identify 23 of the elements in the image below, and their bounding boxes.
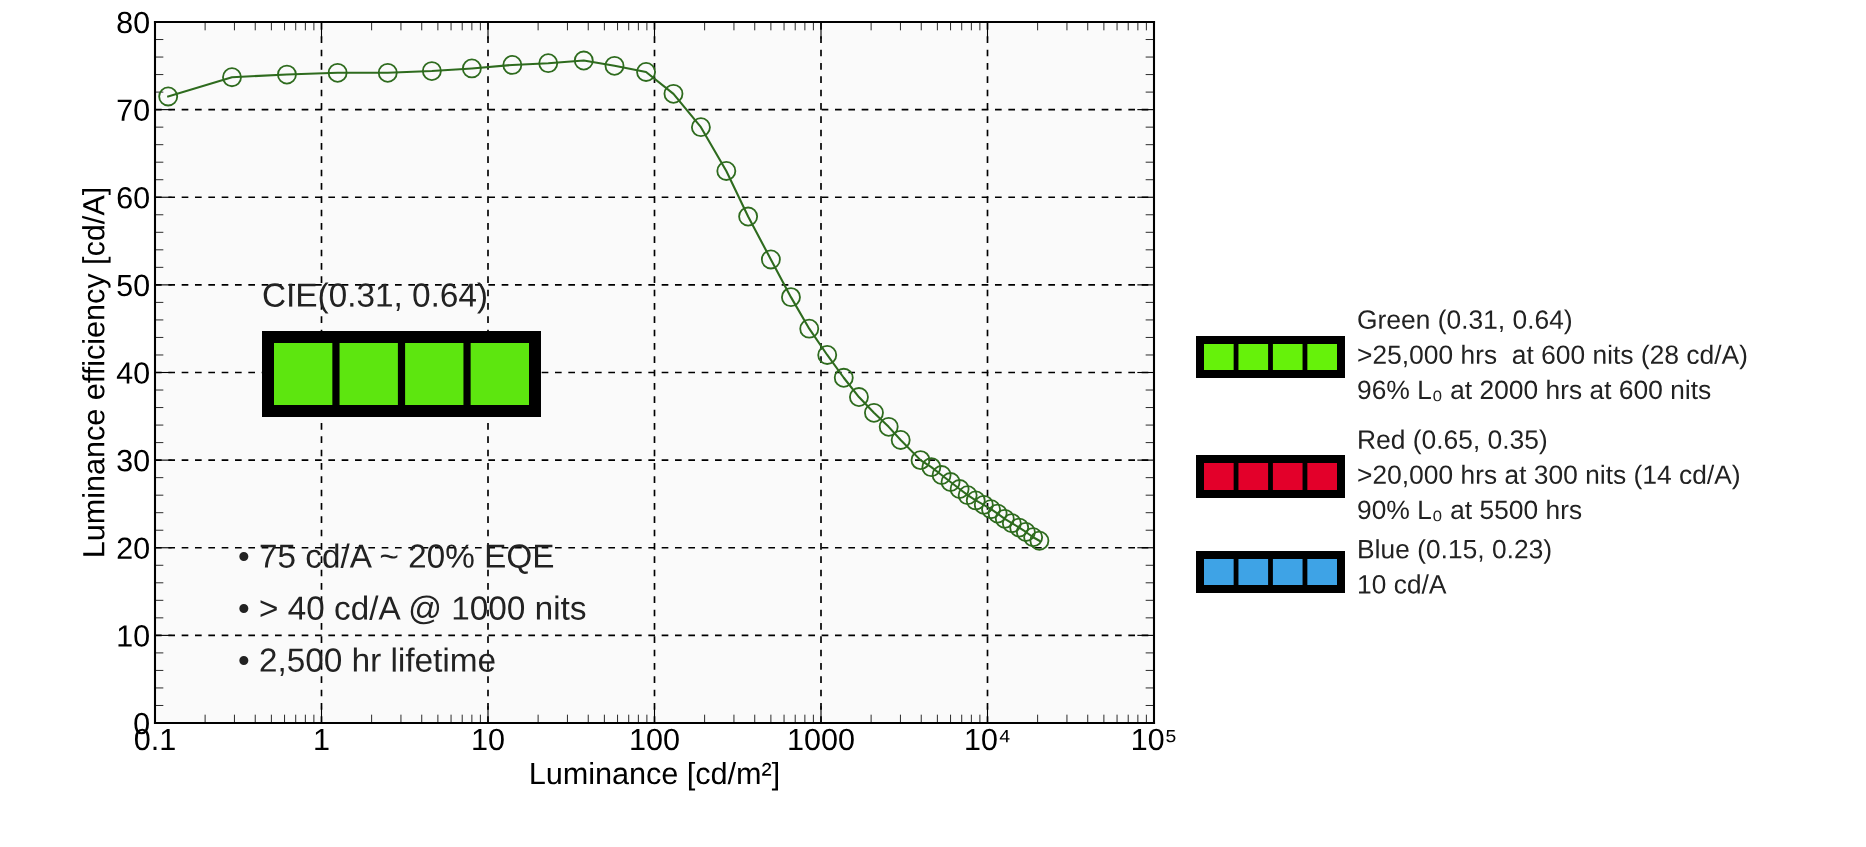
y-tick-label: 50 <box>117 274 149 297</box>
y-tick-label: 80 <box>117 11 149 34</box>
x-tick-label: 1 <box>315 728 329 750</box>
x-axis-title: Luminance [cd/m²] <box>531 761 778 791</box>
x-tick-label: 1000 <box>789 728 854 751</box>
x-tick-label: 10⁵ <box>1133 728 1176 751</box>
y-axis-title: Luminance efficiency [cd/A] <box>82 188 111 556</box>
x-tick-label: 100 <box>631 728 679 751</box>
x-tick-label: 10⁴ <box>966 728 1010 751</box>
y-tick-label: 60 <box>117 186 149 209</box>
text: Blue (0.15, 0.23) 10 cd/A <box>1359 539 1551 594</box>
text: Green (0.31, 0.64) >25,000 hrs at 600 nits (28 cd/A) 96% L₀ at 2000 hrs at 600 nits <box>1358 309 1747 402</box>
y-tick-label: 10 <box>118 625 149 647</box>
x-tick-label: 10 <box>473 728 504 751</box>
y-tick-label: 20 <box>117 537 149 560</box>
annotation: CIE(0.31, 0.64) <box>263 282 486 314</box>
y-tick-label: 30 <box>117 449 149 472</box>
y-tick-label: 40 <box>116 362 149 384</box>
annotation: • > 40 cd/A @ 1000 nits <box>239 595 586 625</box>
annotation: • 75 cd/A ~ 20% EQE <box>239 543 554 574</box>
annotation: • 2,500 hr lifetime <box>239 647 495 676</box>
y-tick-label: 70 <box>117 99 149 121</box>
text: Red (0.65, 0.35) >20,000 hrs at 300 nits (14 cd/A) 90% L₀ at 5500 hrs <box>1358 429 1739 522</box>
